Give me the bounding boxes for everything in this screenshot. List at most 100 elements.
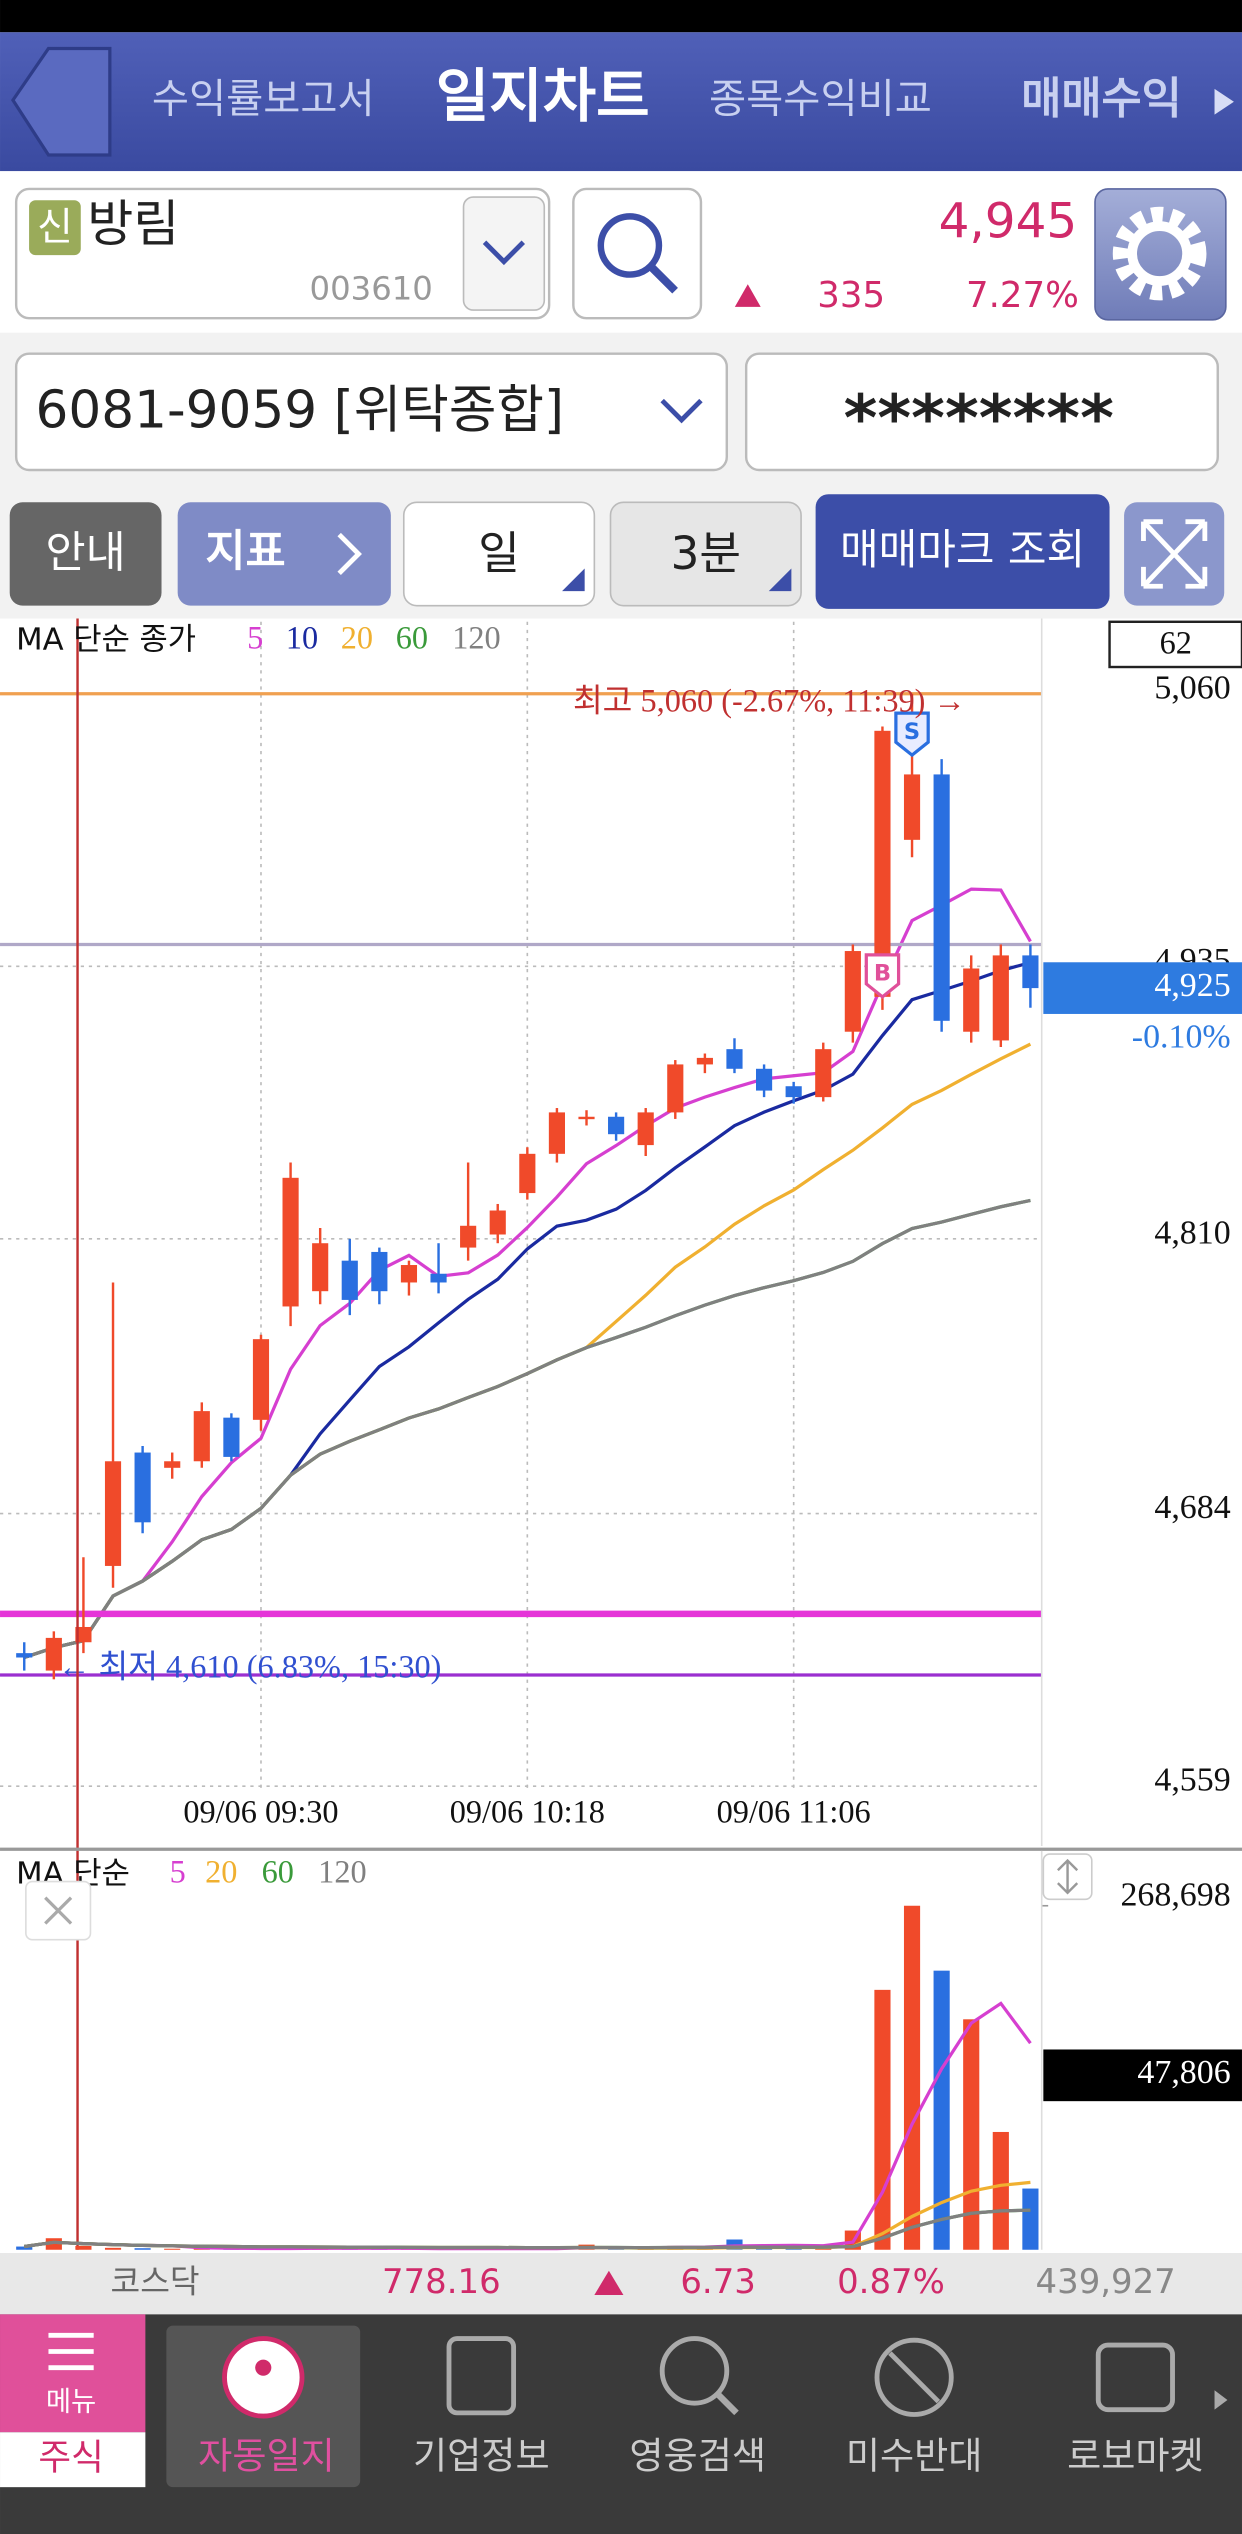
stock-name: 방림: [87, 195, 179, 253]
volume-bar: [75, 2245, 92, 2250]
tab[interactable]: 수익률보고서: [152, 76, 375, 123]
price: 4,945: [939, 193, 1078, 249]
y-tick-label: 4,810: [1154, 1214, 1230, 1251]
password: ********: [844, 382, 1114, 457]
chevron: [660, 398, 703, 424]
candle-body: [252, 1339, 270, 1420]
button[interactable]: [9, 502, 162, 606]
y-tick-label: 268,698: [1120, 1876, 1230, 1913]
dropdown[interactable]: [462, 196, 546, 311]
candle-body: [578, 1116, 595, 1120]
trade-mark: [894, 711, 930, 758]
button[interactable]: [402, 501, 596, 607]
candle-body: [164, 1461, 181, 1468]
nav-item[interactable]: 자동일지: [198, 2435, 335, 2478]
button[interactable]: [177, 502, 391, 606]
account-select[interactable]: [14, 352, 728, 472]
search-button[interactable]: [572, 187, 703, 320]
legend-entry: 5: [170, 1853, 186, 1889]
legend-entry: 60: [262, 1853, 294, 1889]
legend-entry: 10: [286, 620, 318, 656]
market-bar: [0, 2252, 1242, 2315]
last-change: -0.10%: [1132, 1019, 1231, 1056]
volume-bar: [874, 1989, 891, 2250]
candle-body: [933, 774, 950, 1021]
legend-entry: 60: [396, 620, 428, 656]
candle-body: [726, 1049, 743, 1069]
candle-body: [430, 1273, 447, 1283]
last-price: 4,925: [1154, 967, 1230, 1004]
market-volume: 439,927: [1036, 2262, 1176, 2301]
y-tick-label: 4,684: [1154, 1489, 1230, 1526]
nav-icon: [446, 2336, 517, 2416]
up-arrow: [594, 2270, 624, 2295]
ma-line: [23, 887, 1032, 1660]
volume-ma-line: [24, 2208, 1031, 2250]
close-icon: [44, 1896, 73, 1925]
volume-bar: [16, 2246, 33, 2250]
nav-item[interactable]: 로보마켓: [1067, 2435, 1204, 2478]
nav-arrow: [1214, 2390, 1228, 2410]
candle-body: [134, 1452, 151, 1523]
nav-item[interactable]: 기업정보: [413, 2435, 550, 2478]
candle-body: [341, 1260, 358, 1300]
gear-icon: [1112, 206, 1207, 301]
search-icon: [648, 263, 678, 294]
change-pct: 7.27%: [966, 275, 1079, 316]
legend-label: MA 단순 종가: [16, 623, 196, 658]
corner-mark: [562, 568, 585, 592]
tab-active[interactable]: 일지차트: [436, 62, 650, 130]
legend-entry: 20: [205, 1853, 237, 1889]
volume-bar: [164, 2248, 181, 2250]
trade-mark-label: S: [904, 719, 920, 745]
account-number: 6081-9059 [위탁종합]: [36, 380, 565, 440]
back-button[interactable]: [10, 46, 112, 157]
chevron: [482, 240, 526, 266]
up-arrow: [734, 284, 761, 307]
candle-body: [223, 1417, 240, 1457]
button[interactable]: [815, 494, 1110, 609]
nav-icon: [255, 2359, 272, 2376]
x-tick-label: 09/06 11:06: [717, 1794, 871, 1830]
candle-body: [903, 774, 921, 840]
legend-entry: 120: [318, 1853, 366, 1889]
volume-bar: [104, 2247, 122, 2250]
button-label: 3분: [671, 527, 741, 580]
volume-bar: [933, 1970, 950, 2250]
volume-bar: [903, 1905, 921, 2250]
volume-bar: [45, 2238, 62, 2250]
header: [0, 32, 1242, 172]
x-tick-label: 09/06 10:18: [450, 1794, 605, 1830]
candle-body: [75, 1626, 92, 1643]
resize-icon: [1057, 1858, 1079, 1895]
tab[interactable]: 종목수익비교: [709, 76, 932, 123]
password-field[interactable]: [744, 352, 1219, 472]
last-price-tag: [1043, 962, 1242, 1014]
candle-body: [637, 1112, 654, 1146]
candle-body: [16, 1653, 33, 1658]
menu-icon: [48, 2332, 94, 2371]
ma-line: [23, 1198, 1031, 1660]
low-label: ← 최저 4,610 (6.83%, 15:30): [58, 1648, 441, 1684]
tab[interactable]: 매매수익: [1021, 75, 1181, 125]
nav-tab-label: 주식: [38, 2438, 103, 2479]
button-label: 안내: [46, 529, 126, 579]
button[interactable]: [609, 501, 802, 607]
candle-body: [519, 1153, 536, 1194]
nav-tab[interactable]: [0, 2432, 146, 2488]
stock-box[interactable]: [14, 187, 551, 320]
market-change: 6.73: [680, 2262, 756, 2301]
status-bar: [0, 0, 1242, 33]
nav-item[interactable]: 미수반대: [846, 2435, 983, 2478]
candle-body: [608, 1116, 625, 1135]
nav-icon: [874, 2337, 954, 2417]
nav-item[interactable]: 영웅검색: [629, 2435, 766, 2478]
last-volume: 47,806: [1137, 2054, 1230, 2091]
stock-code: 003610: [310, 270, 433, 308]
nav-icon: [222, 2336, 305, 2419]
candle-body: [992, 955, 1009, 1041]
menu-label: 메뉴: [46, 2387, 97, 2418]
